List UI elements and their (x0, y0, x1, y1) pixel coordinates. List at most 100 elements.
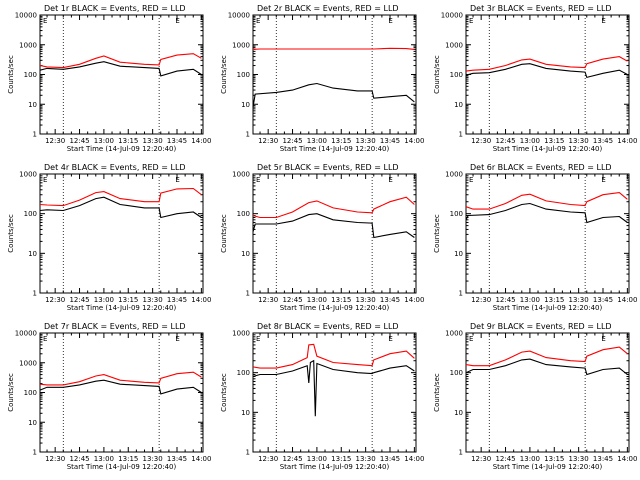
y-tick-label: 100 (237, 71, 250, 79)
x-axis-label: Start Time (14-Jul-09 12:20:40) (493, 304, 603, 312)
x-tick-label: 13:15 (331, 137, 351, 145)
flag-e-left: E (256, 17, 260, 25)
x-tick-label: 13:00 (94, 455, 114, 463)
x-tick-label: 13:15 (118, 137, 138, 145)
panel-title: Det 5r BLACK = Events, RED = LLD (257, 163, 399, 172)
x-tick-label: 13:15 (331, 455, 351, 463)
series-events-line (465, 202, 628, 224)
y-tick-label: 10 (454, 250, 463, 258)
y-tick-label: 100 (450, 71, 463, 79)
y-tick-label: 10000 (15, 12, 37, 20)
y-tick-label: 10000 (228, 12, 250, 20)
y-tick-label: 100 (237, 210, 250, 218)
flag-e-left: E (469, 17, 473, 25)
series-events-line (39, 379, 202, 395)
x-tick-label: 13:15 (544, 296, 564, 304)
y-tick-label: 1 (33, 449, 37, 457)
x-tick-label: 12:45 (69, 137, 89, 145)
x-tick-label: 13:45 (593, 137, 613, 145)
x-tick-label: 13:30 (356, 137, 376, 145)
y-tick-label: 100 (24, 71, 37, 79)
y-tick-label: 10 (241, 250, 250, 258)
series-events-line (252, 359, 415, 417)
plot-frame (39, 332, 204, 453)
x-tick-label: 13:00 (520, 137, 540, 145)
flag-e-right: E (388, 176, 392, 184)
flag-e-right: E (388, 17, 392, 25)
x-tick-label: 12:45 (282, 296, 302, 304)
plot-frame (252, 14, 417, 135)
flag-e-right: E (601, 17, 605, 25)
x-tick-label: 12:45 (69, 296, 89, 304)
x-tick-label: 14:00 (617, 296, 637, 304)
detector-panel: Det 6r BLACK = Events, RED = LLD 1 10 100 10… (433, 163, 637, 312)
x-tick-label: 13:00 (94, 296, 114, 304)
x-tick-label: 12:45 (495, 137, 515, 145)
x-tick-label: 12:30 (471, 296, 491, 304)
y-tick-label: 100 (237, 369, 250, 377)
detector-panel: Det 8r BLACK = Events, RED = LLD 1 10 100 10… (220, 322, 424, 471)
x-tick-label: 12:30 (471, 137, 491, 145)
x-tick-label: 13:00 (94, 137, 114, 145)
series-lld-line (465, 346, 628, 367)
panel-title: Det 3r BLACK = Events, RED = LLD (470, 4, 612, 13)
detector-panel: Det 9r BLACK = Events, RED = LLD 1 10 100 10… (433, 322, 637, 471)
y-tick-label: 1 (246, 290, 250, 298)
plot-frame (465, 14, 630, 135)
x-tick-label: 13:30 (143, 455, 163, 463)
flag-e-right: E (175, 17, 179, 25)
flag-e-left: E (256, 335, 260, 343)
x-tick-label: 13:45 (380, 296, 400, 304)
panel-title: Det 6r BLACK = Events, RED = LLD (470, 163, 612, 172)
series-events-line (465, 358, 628, 376)
panel-title: Det 2r BLACK = Events, RED = LLD (257, 4, 399, 13)
y-tick-label: 10 (28, 419, 37, 427)
series-lld-line (465, 192, 628, 210)
x-tick-label: 13:00 (520, 296, 540, 304)
x-tick-label: 14:00 (404, 296, 424, 304)
flag-e-right: E (388, 335, 392, 343)
y-tick-label: 100 (24, 210, 37, 218)
x-tick-label: 13:30 (143, 296, 163, 304)
detector-panel: Det 3r BLACK = Events, RED = LLD 1 10 100 10… (433, 4, 637, 153)
x-tick-label: 13:45 (167, 455, 187, 463)
x-tick-label: 12:30 (258, 455, 278, 463)
flag-e-left: E (469, 176, 473, 184)
x-tick-label: 13:45 (593, 455, 613, 463)
flag-e-left: E (256, 176, 260, 184)
plot-frame (39, 173, 204, 294)
x-tick-label: 13:45 (167, 137, 187, 145)
x-tick-label: 13:00 (307, 296, 327, 304)
y-tick-label: 1000 (19, 359, 37, 367)
panel-title: Det 1r BLACK = Events, RED = LLD (44, 4, 186, 13)
x-tick-label: 12:30 (471, 455, 491, 463)
y-tick-label: 1 (459, 131, 463, 139)
x-tick-label: 13:45 (593, 296, 613, 304)
y-tick-label: 100 (450, 369, 463, 377)
y-axis-label: Counts/sec (433, 214, 441, 253)
x-tick-label: 13:00 (520, 455, 540, 463)
y-axis-label: Counts/sec (7, 214, 15, 253)
panel-title: Det 8r BLACK = Events, RED = LLD (257, 322, 399, 331)
series-lld-line (465, 56, 628, 72)
y-tick-label: 10 (241, 101, 250, 109)
x-axis-label: Start Time (14-Jul-09 12:20:40) (493, 145, 603, 153)
y-tick-label: 10 (28, 250, 37, 258)
plot-frame (465, 332, 630, 453)
x-axis-label: Start Time (14-Jul-09 12:20:40) (493, 463, 603, 471)
panel-title: Det 4r BLACK = Events, RED = LLD (44, 163, 186, 172)
y-axis-label: Counts/sec (220, 55, 228, 94)
x-axis-label: Start Time (14-Jul-09 12:20:40) (67, 304, 177, 312)
x-tick-label: 13:15 (544, 137, 564, 145)
series-lld-line (252, 47, 415, 50)
y-axis-label: Counts/sec (7, 373, 15, 412)
x-tick-label: 14:00 (404, 455, 424, 463)
x-tick-label: 14:00 (191, 455, 211, 463)
series-events-line (39, 61, 202, 77)
y-tick-label: 10000 (441, 12, 463, 20)
y-tick-label: 10 (454, 409, 463, 417)
detector-panel: Det 5r BLACK = Events, RED = LLD 1 10 100 10… (220, 163, 424, 312)
y-tick-label: 1000 (445, 330, 463, 338)
flag-e-right: E (175, 176, 179, 184)
